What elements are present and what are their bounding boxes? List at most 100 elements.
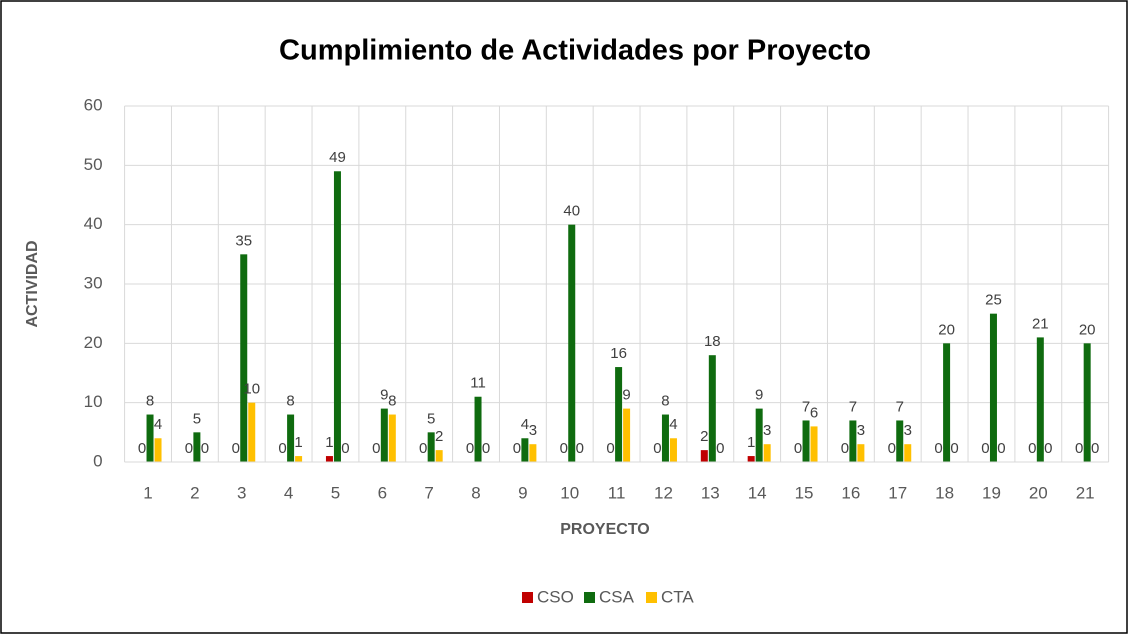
y-axis-title: ACTIVIDAD <box>24 240 41 327</box>
data-label: 18 <box>704 333 721 350</box>
bar <box>904 444 912 462</box>
data-label: 0 <box>950 440 958 457</box>
data-label: 8 <box>146 393 154 410</box>
x-tick-label: 5 <box>331 483 340 502</box>
legend-label: CSO <box>537 587 574 606</box>
bar <box>989 313 997 462</box>
data-label: 0 <box>1091 440 1099 457</box>
x-tick-label: 16 <box>841 483 860 502</box>
x-axis-title: PROYECTO <box>560 521 650 538</box>
data-label: 8 <box>286 393 294 410</box>
x-tick-label: 7 <box>424 483 433 502</box>
y-tick-label: 60 <box>84 95 103 114</box>
x-tick-label: 10 <box>560 483 579 502</box>
bar <box>623 408 631 462</box>
y-tick-label: 40 <box>84 214 103 233</box>
bar <box>700 450 708 462</box>
data-label: 0 <box>185 440 193 457</box>
data-label: 0 <box>934 440 942 457</box>
data-label: 0 <box>1044 440 1052 457</box>
bar <box>763 444 771 462</box>
data-label: 9 <box>622 387 630 404</box>
data-label: 0 <box>981 440 989 457</box>
legend-label: CSA <box>599 587 635 606</box>
y-tick-label: 0 <box>93 451 102 470</box>
bar <box>154 438 162 462</box>
data-label: 9 <box>755 387 763 404</box>
data-label: 21 <box>1032 315 1049 332</box>
data-label: 35 <box>235 232 252 249</box>
data-label: 3 <box>904 422 912 439</box>
data-label: 0 <box>1075 440 1083 457</box>
bar <box>747 456 755 462</box>
bar <box>810 426 818 462</box>
data-label: 7 <box>849 398 857 415</box>
data-label: 16 <box>610 345 627 362</box>
x-tick-label: 12 <box>654 483 673 502</box>
bar <box>755 408 763 462</box>
data-label: 0 <box>138 440 146 457</box>
bar <box>287 414 295 462</box>
data-label: 6 <box>810 404 818 421</box>
data-label: 0 <box>716 440 724 457</box>
bar <box>661 414 669 462</box>
bar <box>857 444 865 462</box>
bar <box>708 355 716 462</box>
data-label: 0 <box>841 440 849 457</box>
data-label: 0 <box>1028 440 1036 457</box>
legend-swatch <box>584 592 595 603</box>
bar <box>1083 343 1091 462</box>
bar <box>435 450 443 462</box>
data-label: 1 <box>747 434 755 451</box>
data-label: 11 <box>470 375 486 392</box>
data-label: 4 <box>521 416 529 433</box>
bar <box>388 414 396 462</box>
x-tick-label: 13 <box>701 483 720 502</box>
bar <box>325 456 333 462</box>
x-tick-label: 2 <box>190 483 199 502</box>
y-tick-label: 50 <box>84 155 103 174</box>
x-tick-label: 3 <box>237 483 246 502</box>
y-tick-label: 10 <box>84 392 103 411</box>
bar <box>427 432 435 462</box>
bar <box>333 171 341 462</box>
bar <box>193 432 201 462</box>
bar <box>146 414 154 462</box>
data-label: 0 <box>888 440 896 457</box>
x-tick-label: 19 <box>982 483 1001 502</box>
x-tick-label: 4 <box>284 483 293 502</box>
data-label: 0 <box>560 440 568 457</box>
data-label: 0 <box>606 440 614 457</box>
bar <box>802 420 810 462</box>
x-tick-label: 18 <box>935 483 954 502</box>
data-label: 8 <box>388 393 396 410</box>
data-label: 0 <box>997 440 1005 457</box>
bar <box>943 343 951 462</box>
data-label: 10 <box>243 381 260 398</box>
data-label: 0 <box>482 440 490 457</box>
x-tick-label: 14 <box>748 483 767 502</box>
x-tick-label: 11 <box>608 483 626 502</box>
data-label: 7 <box>896 398 904 415</box>
data-label: 0 <box>278 440 286 457</box>
data-label: 20 <box>938 321 955 338</box>
x-tick-label: 1 <box>143 483 152 502</box>
bar <box>1036 337 1044 462</box>
x-tick-label: 6 <box>378 483 387 502</box>
x-tick-label: 21 <box>1076 483 1095 502</box>
data-label: 5 <box>427 410 435 427</box>
x-tick-label: 17 <box>888 483 907 502</box>
bar <box>240 254 248 462</box>
data-label: 4 <box>669 416 677 433</box>
bar <box>474 396 482 462</box>
data-label: 3 <box>763 422 771 439</box>
data-label: 3 <box>529 422 537 439</box>
bar <box>669 438 677 462</box>
y-tick-label: 30 <box>84 273 103 292</box>
bar <box>295 456 303 462</box>
data-label: 5 <box>193 410 201 427</box>
x-tick-label: 20 <box>1029 483 1048 502</box>
x-tick-label: 8 <box>471 483 480 502</box>
data-label: 49 <box>329 149 346 166</box>
